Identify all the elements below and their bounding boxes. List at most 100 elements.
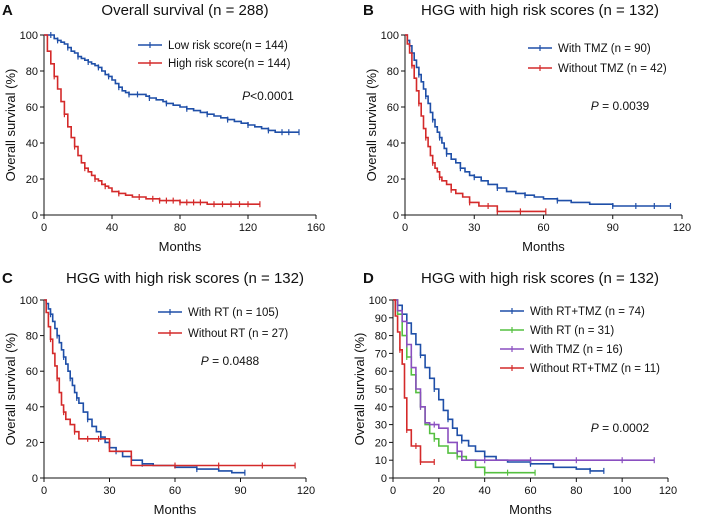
x-tick-label: 60 [537, 222, 549, 234]
y-tick-label: 100 [20, 295, 38, 307]
y-tick-label: 40 [26, 138, 38, 150]
panel-letter: D [363, 270, 374, 287]
survival-curve-1 [393, 299, 604, 472]
y-tick-label: 60 [387, 102, 399, 114]
p-value-symbol: P [242, 89, 250, 103]
p-value-symbol: P [591, 99, 599, 113]
x-tick-label: 0 [390, 485, 396, 497]
x-tick-label: 0 [41, 485, 47, 497]
x-tick-label: 0 [41, 222, 47, 234]
x-tick-label: 80 [570, 485, 582, 497]
y-tick-label: 60 [375, 366, 387, 378]
legend-entry: With RT+TMZ (n = 74) [530, 306, 645, 318]
x-tick-label: 30 [103, 485, 115, 497]
y-axis-label: Overall survival (%) [364, 69, 379, 182]
y-tick-label: 0 [381, 473, 387, 485]
p-value-number: = 0.0002 [599, 421, 650, 435]
y-tick-label: 30 [375, 420, 387, 432]
legend-entry: With RT (n = 105) [188, 307, 279, 319]
y-axis-label: Overall survival (%) [352, 333, 367, 446]
panel-a: A Overall survival (n = 288) 0 40 80 120 160… [2, 2, 325, 254]
legend-entry: High risk score(n = 144) [168, 58, 291, 70]
survival-curve-4 [393, 299, 435, 463]
p-value: P = 0.0002 [591, 421, 650, 435]
y-tick-label: 80 [26, 331, 38, 343]
x-axis-label: Months [509, 502, 552, 517]
y-tick-label: 100 [20, 30, 38, 42]
x-tick-label: 120 [673, 222, 691, 234]
x-tick-label: 120 [239, 222, 257, 234]
y-axis-label: Overall survival (%) [3, 333, 18, 446]
panel-letter: B [363, 2, 374, 19]
survival-curve-1 [44, 299, 245, 474]
panel-c: C HGG with high risk scores (n = 132) 0 3… [2, 270, 315, 517]
y-tick-label: 100 [381, 30, 399, 42]
y-tick-label: 10 [375, 455, 387, 467]
panel-letter: C [2, 270, 13, 287]
chart-title: HGG with high risk scores (n = 132) [421, 270, 659, 287]
p-value: P = 0.0039 [591, 99, 650, 113]
x-tick-label: 120 [659, 485, 677, 497]
y-tick-label: 100 [369, 295, 387, 307]
y-tick-label: 80 [375, 331, 387, 343]
p-value-number: = 0.0039 [599, 99, 650, 113]
p-value-number: = 0.0488 [209, 354, 260, 368]
y-tick-label: 20 [387, 174, 399, 186]
legend-entry: With TMZ (n = 16) [530, 344, 623, 356]
p-value-symbol: P [591, 421, 599, 435]
x-tick-label: 20 [433, 485, 445, 497]
y-tick-label: 40 [26, 402, 38, 414]
survival-curve-3 [393, 299, 655, 461]
y-tick-label: 40 [387, 138, 399, 150]
p-value-number: <0.0001 [250, 89, 294, 103]
survival-curve-2 [44, 299, 296, 467]
x-tick-label: 80 [174, 222, 186, 234]
legend-entry: With RT (n = 31) [530, 325, 614, 337]
y-tick-label: 20 [26, 437, 38, 449]
y-tick-label: 60 [26, 366, 38, 378]
y-tick-label: 50 [375, 384, 387, 396]
legend-entry: Without RT (n = 27) [188, 328, 288, 340]
chart-title: Overall survival (n = 288) [101, 2, 268, 19]
x-tick-label: 120 [297, 485, 315, 497]
y-tick-label: 0 [393, 210, 399, 222]
legend-entry: Without TMZ (n = 42) [558, 63, 667, 75]
panel-letter: A [2, 2, 13, 19]
y-tick-label: 20 [375, 437, 387, 449]
chart-title: HGG with high risk scores (n = 132) [421, 2, 659, 19]
x-tick-label: 90 [607, 222, 619, 234]
x-axis-label: Months [522, 239, 565, 254]
y-tick-label: 40 [375, 402, 387, 414]
x-tick-label: 40 [106, 222, 118, 234]
x-axis-label: Months [159, 239, 202, 254]
y-tick-label: 80 [387, 66, 399, 78]
x-tick-label: 60 [524, 485, 536, 497]
x-tick-label: 0 [402, 222, 408, 234]
y-tick-label: 0 [32, 473, 38, 485]
y-tick-label: 0 [32, 210, 38, 222]
x-tick-label: 100 [613, 485, 631, 497]
x-tick-label: 30 [468, 222, 480, 234]
p-value: P<0.0001 [242, 89, 294, 103]
panel-d: D HGG with high risk scores (n = 132) 0 2… [352, 270, 677, 517]
y-tick-label: 90 [375, 313, 387, 325]
x-axis-label: Months [154, 502, 197, 517]
p-value: P = 0.0488 [201, 354, 260, 368]
legend-entry: Low risk score(n = 144) [168, 40, 288, 52]
survival-curve-2 [405, 34, 546, 213]
p-value-symbol: P [201, 354, 209, 368]
x-tick-label: 60 [169, 485, 181, 497]
x-tick-label: 160 [307, 222, 325, 234]
y-tick-label: 60 [26, 102, 38, 114]
y-tick-label: 20 [26, 174, 38, 186]
chart-title: HGG with high risk scores (n = 132) [66, 270, 304, 287]
legend-entry: Without RT+TMZ (n = 11) [530, 363, 660, 375]
panel-b: B HGG with high risk scores (n = 132) 0 3… [363, 2, 691, 254]
y-tick-label: 80 [26, 66, 38, 78]
legend-entry: With TMZ (n = 90) [558, 43, 651, 55]
x-tick-label: 40 [479, 485, 491, 497]
survival-curve-1 [405, 34, 671, 207]
y-tick-label: 70 [375, 348, 387, 360]
y-axis-label: Overall survival (%) [3, 69, 18, 182]
